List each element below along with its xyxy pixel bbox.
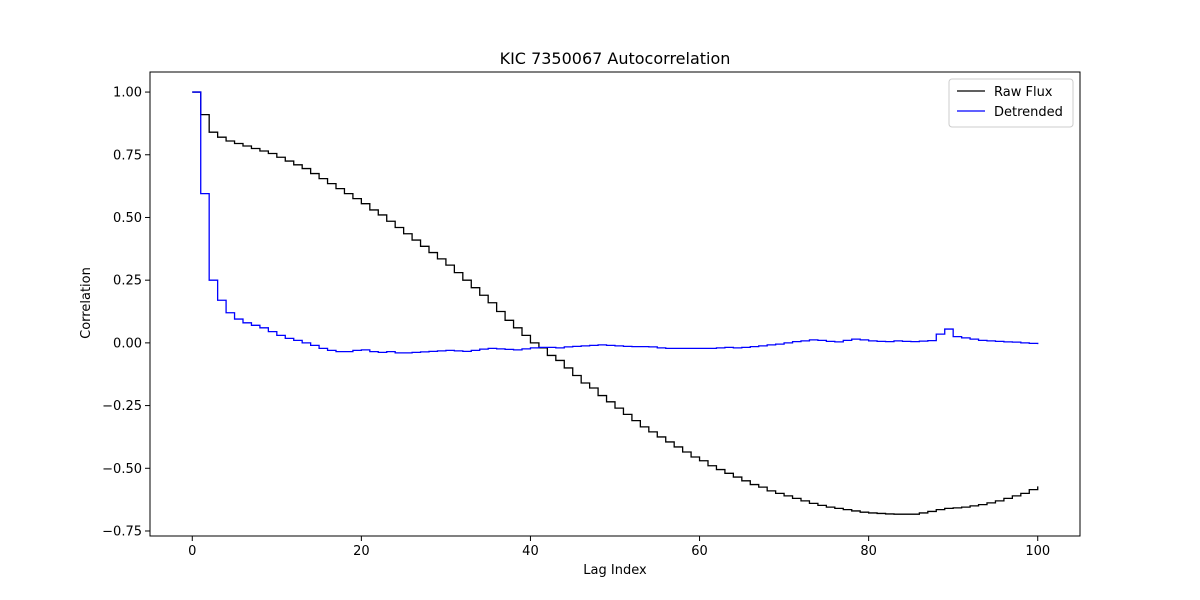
x-tick-label: 0 — [188, 544, 196, 559]
x-axis-label: Lag Index — [583, 563, 647, 578]
y-tick-label: −0.25 — [102, 399, 142, 414]
series-line-raw-flux — [192, 91, 1039, 515]
x-tick-label: 80 — [860, 544, 877, 559]
legend-label: Raw Flux — [994, 85, 1053, 100]
y-axis-label: Correlation — [79, 267, 94, 339]
legend: Raw Flux Detrended — [948, 78, 1074, 128]
y-tick-label: 0.50 — [113, 211, 142, 226]
plot-area — [192, 91, 1039, 515]
x-tick-label: 100 — [1025, 544, 1050, 559]
y-axis: −0.75 −0.50 −0.25 0.00 0.25 0.50 0.75 1.00 — [102, 86, 150, 539]
series-line-detrended — [192, 91, 1039, 354]
legend-label: Detrended — [994, 105, 1063, 120]
y-tick-label: 0.00 — [113, 336, 142, 351]
axes-frame — [149, 71, 1081, 537]
x-tick-label: 20 — [353, 544, 370, 559]
chart-title: KIC 7350067 Autocorrelation — [500, 49, 731, 68]
y-tick-label: 1.00 — [113, 86, 142, 101]
y-tick-label: −0.75 — [102, 524, 142, 539]
x-axis: 0 20 40 60 80 100 — [188, 536, 1050, 559]
y-tick-label: 0.25 — [113, 274, 142, 289]
x-tick-label: 40 — [522, 544, 539, 559]
y-tick-label: −0.50 — [102, 462, 142, 477]
y-tick-label: 0.75 — [113, 148, 142, 163]
x-tick-label: 60 — [691, 544, 708, 559]
